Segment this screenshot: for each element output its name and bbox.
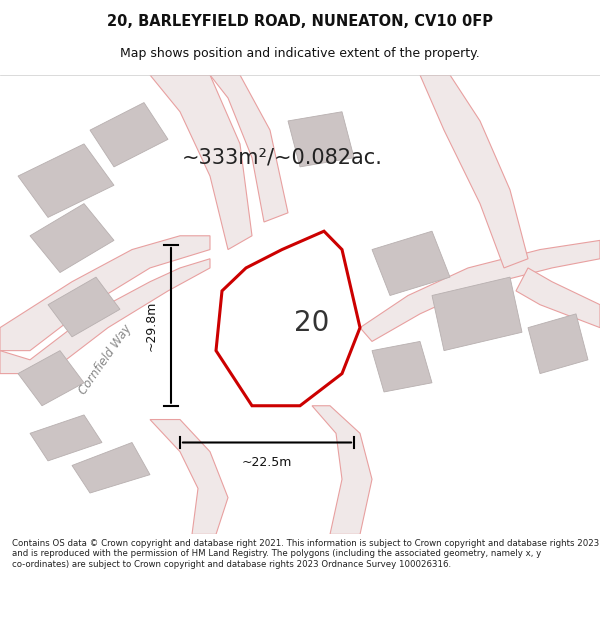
Text: 20: 20 [295, 309, 329, 337]
Polygon shape [18, 351, 84, 406]
Polygon shape [90, 102, 168, 167]
Text: 20, BARLEYFIELD ROAD, NUNEATON, CV10 0FP: 20, BARLEYFIELD ROAD, NUNEATON, CV10 0FP [107, 14, 493, 29]
Polygon shape [432, 277, 522, 351]
Polygon shape [0, 236, 210, 351]
Polygon shape [420, 75, 528, 268]
Text: Cornfield Way: Cornfield Way [76, 322, 134, 398]
Polygon shape [150, 75, 252, 249]
Polygon shape [150, 419, 228, 534]
Polygon shape [528, 314, 588, 374]
Polygon shape [372, 231, 450, 296]
Polygon shape [288, 112, 354, 167]
Text: ~333m²/~0.082ac.: ~333m²/~0.082ac. [182, 148, 382, 168]
Polygon shape [312, 406, 372, 534]
Text: ~29.8m: ~29.8m [145, 300, 158, 351]
Polygon shape [0, 259, 210, 374]
Polygon shape [18, 144, 114, 218]
Polygon shape [228, 277, 282, 319]
Polygon shape [210, 75, 288, 222]
Polygon shape [30, 204, 114, 272]
Polygon shape [216, 231, 360, 406]
Text: Map shows position and indicative extent of the property.: Map shows position and indicative extent… [120, 48, 480, 61]
Text: ~22.5m: ~22.5m [242, 456, 292, 469]
Text: Contains OS data © Crown copyright and database right 2021. This information is : Contains OS data © Crown copyright and d… [12, 539, 599, 569]
Polygon shape [372, 341, 432, 392]
Polygon shape [516, 268, 600, 328]
Polygon shape [48, 277, 120, 337]
Polygon shape [72, 442, 150, 493]
Polygon shape [360, 241, 600, 341]
Polygon shape [30, 415, 102, 461]
